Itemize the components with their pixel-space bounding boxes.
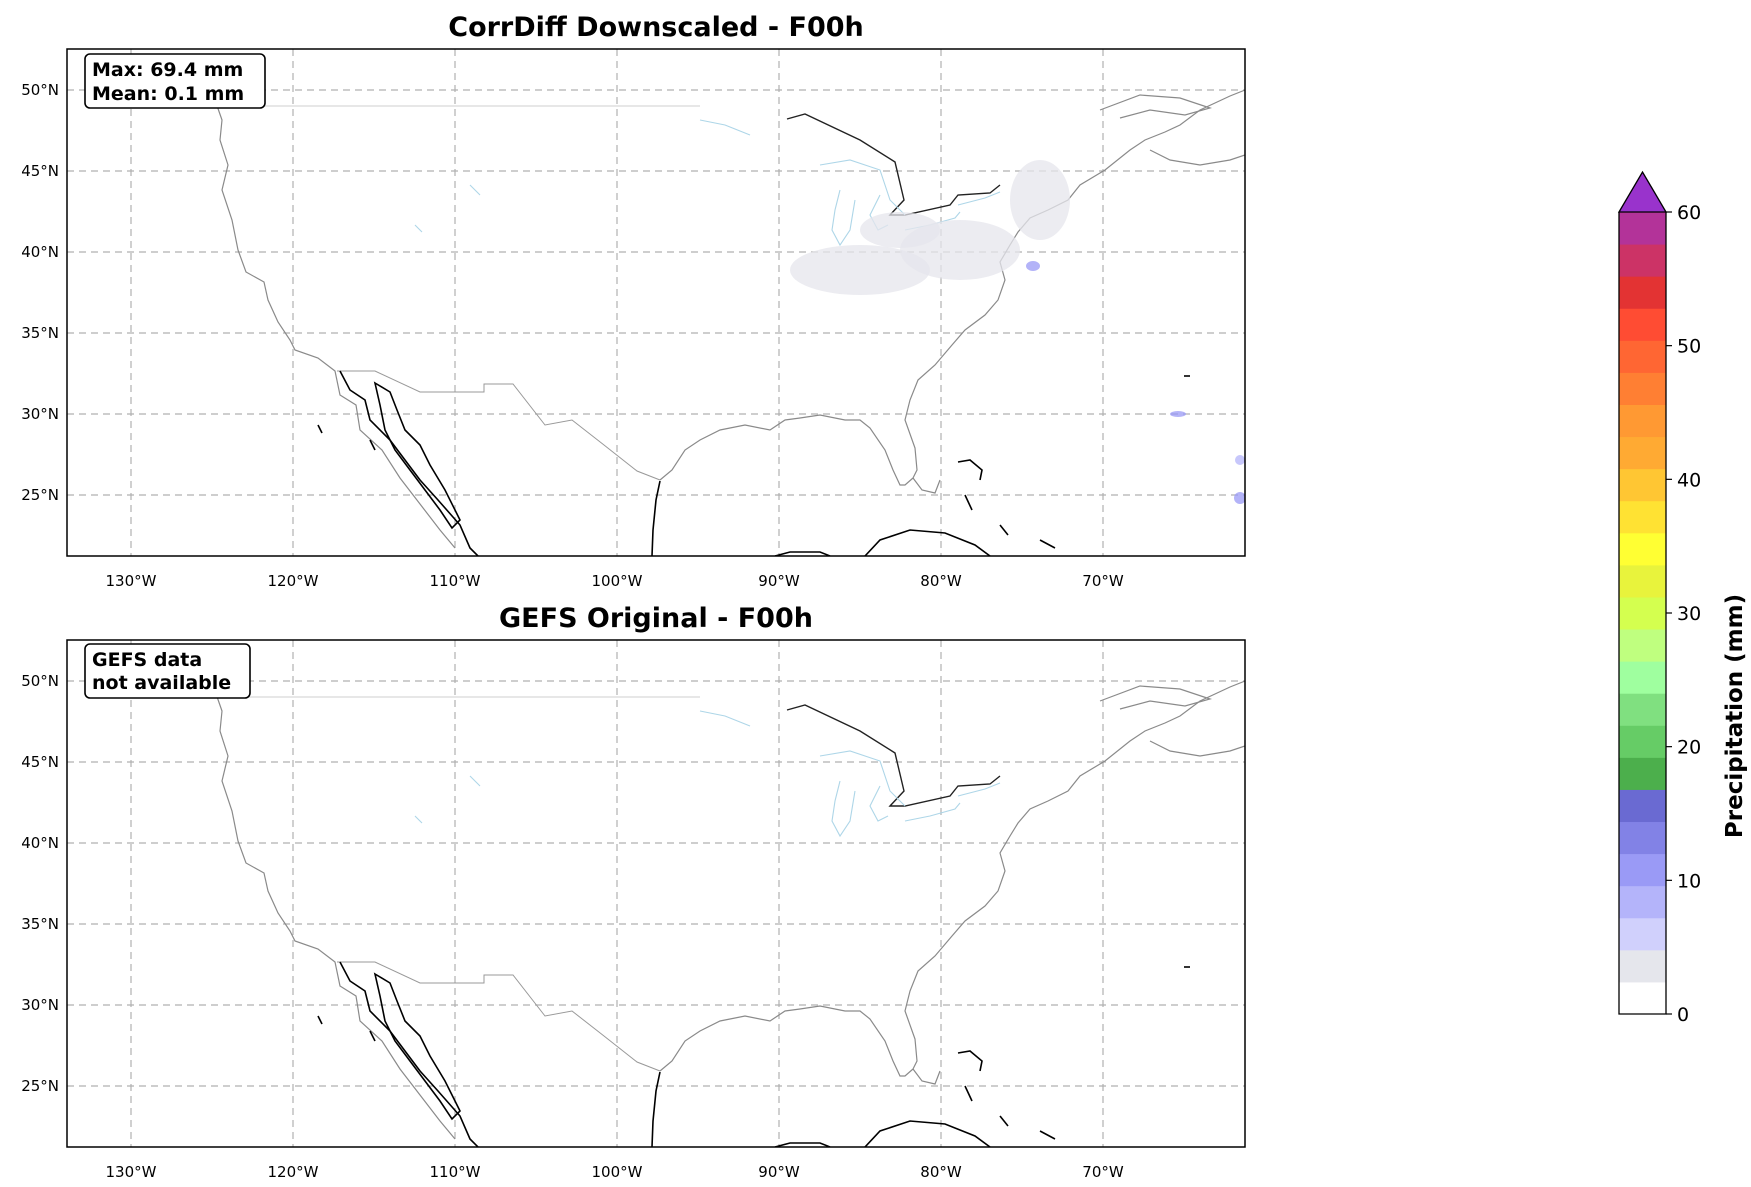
precip-area [1235,455,1245,465]
lon-tick-label: 80°W [920,572,962,590]
colorbar: 0 10 20 30 40 50 60 Precipitation (mm) [1617,170,1748,1026]
lat-tick-label: 35°N [21,915,59,933]
colorbar-cell [1619,981,1666,1015]
lon-tick-label: 110°W [430,572,481,590]
info-box: GEFS data not available [84,643,251,699]
basemap [214,680,1245,1147]
precip-area [790,245,930,295]
colorbar-cell [1619,404,1666,438]
panel-title: CorrDiff Downscaled - F00h [448,12,864,43]
lat-tick-label: 25°N [21,1077,59,1095]
colorbar-cell [1619,789,1666,823]
info-line-2: not available [92,672,231,694]
lat-tick-label: 45°N [21,162,59,180]
lon-tick-label: 100°W [592,572,643,590]
lat-tick-label: 35°N [21,324,59,342]
lon-tick-label: 120°W [268,1163,319,1181]
precip-area [1010,160,1070,240]
colorbar-tick-label: 10 [1677,870,1701,892]
lon-tick-label: 130°W [106,572,157,590]
lat-tick-label: 30°N [21,405,59,423]
lat-tick-label: 45°N [21,753,59,771]
lon-tick-label: 70°W [1082,1163,1124,1181]
colorbar-cell [1619,917,1666,951]
colorbar-cell [1619,853,1666,887]
colorbar-cell [1619,308,1666,341]
colorbar-label: Precipitation (mm) [1722,594,1748,838]
info-line-mean: Mean: 0.1 mm [92,83,244,105]
lon-tick-label: 90°W [758,1163,800,1181]
colorbar-cell [1619,532,1666,566]
precip-field [790,160,1245,504]
colorbar-cell [1619,661,1666,694]
lat-tick-label: 40°N [21,243,59,261]
lat-tick-label: 40°N [21,834,59,852]
colorbar-cell [1619,372,1666,405]
lat-tick-label: 50°N [21,81,59,99]
lon-tick-label: 120°W [268,572,319,590]
colorbar-tick-label: 50 [1677,336,1701,358]
colorbar-tick-label: 40 [1677,469,1701,491]
precip-area [1026,261,1040,271]
colorbar-cell [1619,949,1666,983]
colorbar-cell [1619,629,1666,662]
lon-tick-label: 100°W [592,1163,643,1181]
lat-tick-labels: 50°N 45°N 40°N 35°N 30°N 25°N [21,672,59,1095]
lon-tick-label: 70°W [1082,572,1124,590]
colorbar-cell [1619,725,1666,758]
info-box: Max: 69.4 mm Mean: 0.1 mm [84,53,266,109]
map-frame [66,639,1246,1148]
lon-tick-label: 80°W [920,1163,962,1181]
map-frame [66,48,1246,557]
colorbar-cell [1619,436,1666,470]
panel-gefs: GEFS Original - F00h 130°W 120°W 110°W 100°… [21,603,1246,1181]
colorbar-cell [1619,821,1666,855]
lon-tick-labels: 130°W 120°W 110°W 100°W 90°W 80°W 70°W [106,572,1124,590]
precip-area [1170,411,1186,417]
precip-area [1234,492,1245,504]
lon-tick-label: 130°W [106,1163,157,1181]
colorbar-cell [1619,276,1666,309]
lat-tick-label: 50°N [21,672,59,690]
colorbar-extend-arrow [1617,170,1668,213]
lon-tick-label: 110°W [430,1163,481,1181]
colorbar-cells [1617,170,1668,1015]
colorbar-cell [1619,564,1666,598]
colorbar-tick-label: 60 [1677,202,1701,224]
lat-tick-label: 30°N [21,996,59,1014]
lat-tick-label: 25°N [21,486,59,504]
colorbar-cell [1619,596,1666,630]
colorbar-cell [1619,340,1666,373]
panel-title: GEFS Original - F00h [499,603,813,634]
lon-tick-label: 90°W [758,572,800,590]
colorbar-ticks: 0 10 20 30 40 50 60 [1666,202,1701,1026]
colorbar-cell [1619,468,1666,502]
gridlines [67,49,1245,556]
colorbar-cell [1619,244,1666,277]
gridlines [67,640,1245,1147]
info-line-max: Max: 69.4 mm [92,59,243,81]
lon-tick-labels: 130°W 120°W 110°W 100°W 90°W 80°W 70°W [106,1163,1124,1181]
panel-corrdiff: CorrDiff Downscaled - F00h 130°W 120°W 110… [21,12,1246,590]
info-line-1: GEFS data [92,649,202,671]
basemap [214,89,1245,556]
colorbar-tick-label: 0 [1677,1004,1689,1026]
colorbar-cell [1619,500,1666,534]
lat-tick-labels: 50°N 45°N 40°N 35°N 30°N 25°N [21,81,59,504]
precip-area [860,212,940,248]
colorbar-cell [1619,693,1666,726]
colorbar-cell [1619,757,1666,790]
colorbar-tick-label: 30 [1677,603,1701,625]
colorbar-tick-label: 20 [1677,737,1701,759]
colorbar-cell [1619,212,1666,245]
colorbar-cell [1619,885,1666,919]
